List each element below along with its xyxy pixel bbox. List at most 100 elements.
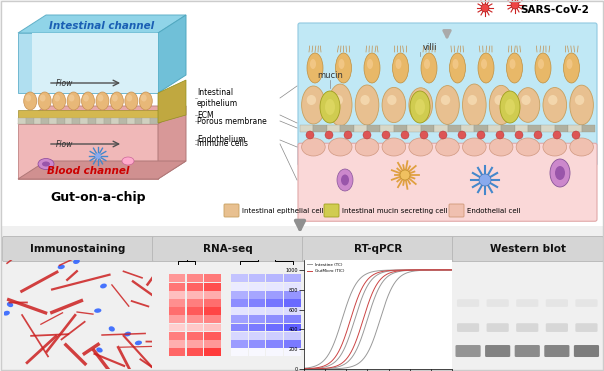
Circle shape	[458, 131, 466, 139]
Circle shape	[515, 131, 523, 139]
Text: villi: villi	[423, 43, 437, 53]
FancyBboxPatch shape	[455, 345, 481, 357]
Bar	[381, 125, 394, 132]
Ellipse shape	[73, 259, 80, 264]
Ellipse shape	[555, 166, 565, 180]
FancyBboxPatch shape	[452, 236, 603, 262]
Ellipse shape	[535, 53, 551, 83]
Bar	[169, 332, 185, 339]
Ellipse shape	[109, 326, 115, 332]
Bar	[49, 118, 57, 124]
Text: Intestinal
epithelium: Intestinal epithelium	[197, 88, 238, 108]
Ellipse shape	[329, 84, 352, 126]
Bar	[407, 125, 420, 132]
Bar	[169, 275, 185, 282]
FancyBboxPatch shape	[576, 323, 597, 332]
Circle shape	[534, 131, 542, 139]
Ellipse shape	[382, 88, 406, 123]
Bar	[187, 299, 203, 307]
FancyBboxPatch shape	[544, 345, 570, 357]
Ellipse shape	[96, 347, 103, 352]
Bar	[284, 299, 301, 307]
Bar	[284, 307, 301, 315]
Bar	[284, 324, 301, 331]
Bar	[266, 348, 283, 356]
Bar	[266, 324, 283, 331]
Bar	[501, 125, 515, 132]
Ellipse shape	[387, 95, 397, 105]
Ellipse shape	[564, 53, 579, 83]
Ellipse shape	[489, 138, 513, 156]
Bar	[204, 315, 221, 323]
Ellipse shape	[521, 95, 531, 105]
Ellipse shape	[25, 95, 31, 102]
FancyBboxPatch shape	[485, 345, 510, 357]
Polygon shape	[18, 124, 158, 179]
Ellipse shape	[355, 138, 379, 156]
FancyBboxPatch shape	[457, 299, 479, 307]
Ellipse shape	[516, 88, 540, 122]
Bar	[284, 348, 301, 356]
Bar	[187, 340, 203, 348]
FancyBboxPatch shape	[546, 323, 568, 332]
Bar	[169, 315, 185, 323]
Ellipse shape	[409, 138, 432, 156]
FancyBboxPatch shape	[224, 204, 239, 217]
Bar	[65, 118, 72, 124]
Circle shape	[401, 131, 409, 139]
Bar	[266, 275, 283, 282]
Bar	[367, 125, 381, 132]
Circle shape	[496, 131, 504, 139]
Bar	[34, 118, 41, 124]
Bar	[103, 118, 111, 124]
Ellipse shape	[441, 95, 450, 105]
Polygon shape	[18, 161, 186, 179]
Ellipse shape	[361, 95, 370, 105]
Bar	[266, 307, 283, 315]
Bar	[57, 118, 65, 124]
Bar	[26, 118, 34, 124]
Bar	[80, 118, 88, 124]
Ellipse shape	[83, 95, 89, 102]
Ellipse shape	[335, 53, 352, 83]
Ellipse shape	[40, 95, 45, 102]
Ellipse shape	[69, 95, 74, 102]
Ellipse shape	[550, 159, 570, 187]
Bar	[187, 332, 203, 339]
Ellipse shape	[507, 53, 522, 83]
Ellipse shape	[415, 99, 425, 115]
Bar	[420, 125, 434, 132]
Ellipse shape	[329, 138, 352, 156]
Circle shape	[400, 170, 410, 180]
Circle shape	[325, 131, 333, 139]
Bar	[187, 283, 203, 290]
Circle shape	[344, 131, 352, 139]
Bar	[487, 125, 501, 132]
Polygon shape	[18, 106, 186, 124]
FancyBboxPatch shape	[487, 299, 509, 307]
Ellipse shape	[140, 92, 152, 110]
Polygon shape	[158, 106, 186, 179]
Ellipse shape	[135, 341, 142, 345]
Ellipse shape	[435, 138, 459, 156]
Legend: Intestine (TC), GutMicro (TIC): Intestine (TC), GutMicro (TIC)	[306, 262, 345, 274]
Bar	[284, 332, 301, 339]
Bar	[111, 118, 119, 124]
Ellipse shape	[57, 265, 65, 269]
Bar	[448, 125, 461, 132]
Bar	[249, 340, 265, 348]
Bar	[204, 299, 221, 307]
Text: Endothelial cell: Endothelial cell	[467, 208, 521, 214]
Text: RT-qPCR: RT-qPCR	[354, 244, 402, 254]
FancyBboxPatch shape	[2, 236, 153, 262]
Bar	[150, 118, 158, 124]
Bar	[18, 118, 26, 124]
Ellipse shape	[538, 59, 544, 69]
Bar	[231, 315, 248, 323]
FancyBboxPatch shape	[449, 204, 464, 217]
Text: Intestinal epithelial cell: Intestinal epithelial cell	[242, 208, 324, 214]
Ellipse shape	[364, 53, 380, 83]
Ellipse shape	[409, 88, 432, 122]
FancyBboxPatch shape	[324, 204, 339, 217]
Polygon shape	[158, 15, 186, 93]
